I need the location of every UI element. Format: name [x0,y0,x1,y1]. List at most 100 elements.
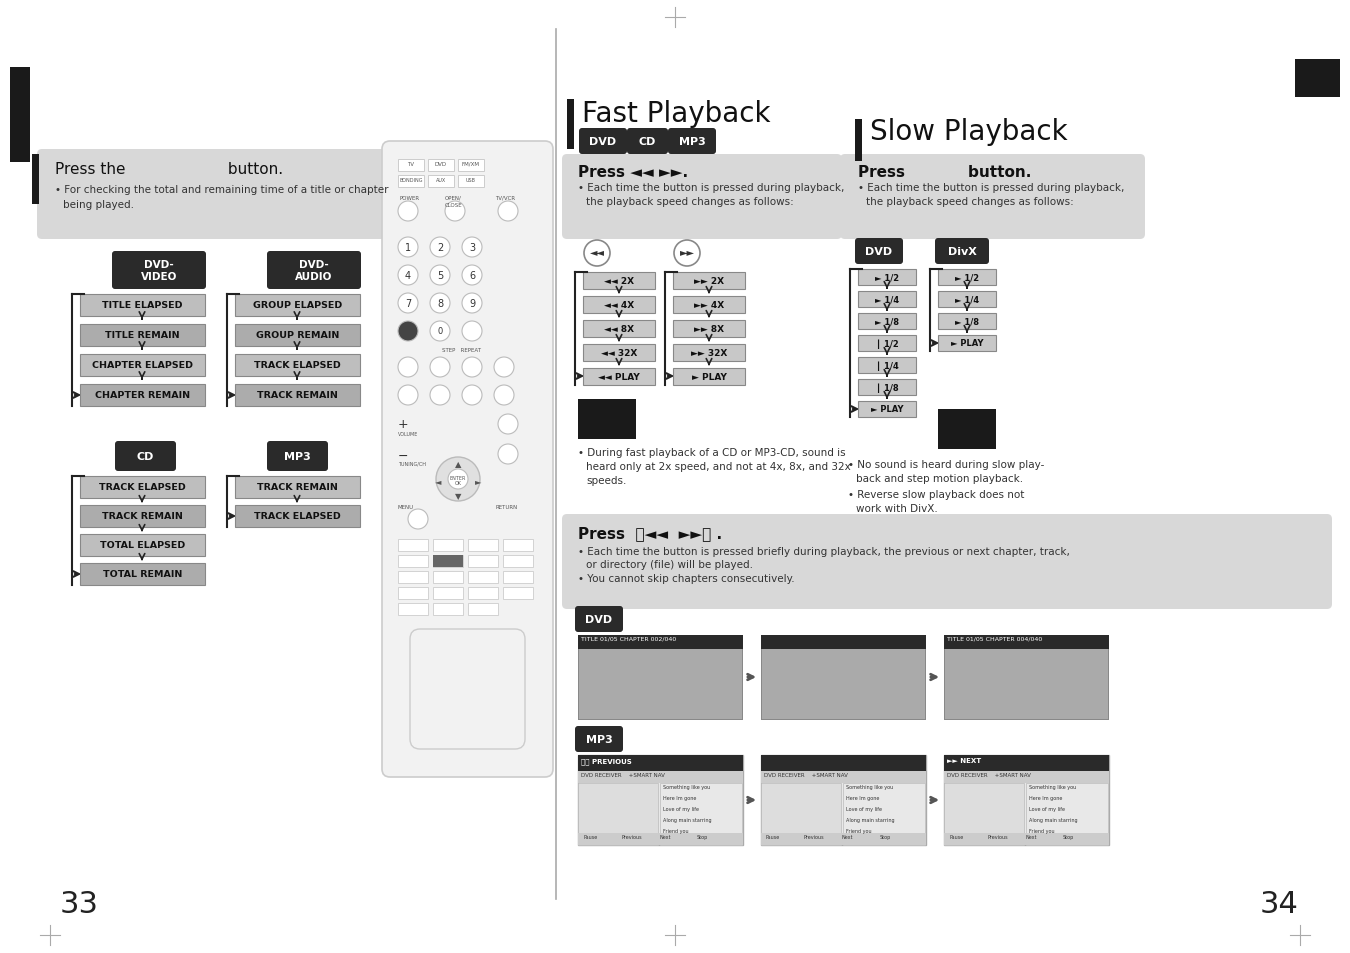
Text: MENU: MENU [398,504,414,510]
Bar [504,587,533,599]
Text: Friend you: Friend you [846,828,872,833]
Bar [859,314,917,330]
Text: Slow Playback: Slow Playback [869,118,1068,146]
Bar [944,755,1108,845]
Bar [504,572,533,583]
Text: Love of my life: Love of my life [1029,806,1065,811]
Text: VOLUME: VOLUME [398,432,418,436]
Text: ◄◄ PLAY: ◄◄ PLAY [598,373,640,381]
Text: ►► NEXT: ►► NEXT [946,758,981,763]
FancyBboxPatch shape [855,239,903,265]
FancyBboxPatch shape [840,154,1145,240]
Bar [578,833,742,845]
Circle shape [674,241,701,267]
Bar [1295,60,1341,98]
Bar [398,572,428,583]
Circle shape [446,202,464,222]
Text: Pause: Pause [949,834,964,840]
Text: TITLE REMAIN: TITLE REMAIN [105,331,180,340]
Text: Press            button.: Press button. [859,165,1031,180]
Text: BONDING: BONDING [400,178,423,183]
Text: ► 1/8: ► 1/8 [954,317,979,326]
Circle shape [431,322,450,341]
Text: DVD: DVD [586,615,613,624]
Circle shape [585,241,610,267]
Bar [945,649,1108,720]
FancyBboxPatch shape [575,726,622,752]
FancyBboxPatch shape [575,606,622,633]
Circle shape [398,266,418,286]
Text: work with DivX.: work with DivX. [856,503,938,514]
Bar [938,270,996,286]
Bar [468,572,498,583]
Bar [468,556,498,567]
Bar [80,385,205,407]
Bar [855,120,863,162]
Text: DVD-
VIDEO: DVD- VIDEO [140,260,177,281]
Bar [235,325,360,347]
Text: ► PLAY: ► PLAY [871,405,903,414]
Text: ► PLAY: ► PLAY [691,373,726,381]
Bar [583,345,655,361]
Text: ► 1/4: ► 1/4 [875,295,899,304]
Text: ◄◄ 4X: ◄◄ 4X [603,301,634,310]
Bar [674,273,745,290]
Circle shape [408,510,428,530]
Text: • Each time the button is pressed briefly during playback, the previous or next : • Each time the button is pressed briefl… [578,546,1069,557]
Text: GROUP REMAIN: GROUP REMAIN [255,331,339,340]
Text: Something like you: Something like you [846,784,894,789]
Circle shape [462,294,482,314]
FancyBboxPatch shape [668,129,716,154]
Bar [938,314,996,330]
Text: DVD RECEIVER    +SMART NAV: DVD RECEIVER +SMART NAV [946,772,1031,778]
Text: DivX: DivX [948,247,976,256]
Text: ►► 4X: ►► 4X [694,301,724,310]
Bar [842,783,925,845]
Bar [761,771,926,783]
Circle shape [494,357,514,377]
Bar [433,556,463,567]
Text: DVD-
AUDIO: DVD- AUDIO [296,260,332,281]
Circle shape [398,294,418,314]
Text: TITLE ELAPSED: TITLE ELAPSED [103,301,182,310]
Text: ◄◄ 2X: ◄◄ 2X [603,276,634,286]
Text: TITLE 01/05 CHAPTER 002/040: TITLE 01/05 CHAPTER 002/040 [580,637,676,641]
Text: 1: 1 [405,243,410,253]
Bar [428,160,454,172]
Text: • You cannot skip chapters consecutively.: • You cannot skip chapters consecutively… [578,574,795,583]
Bar [578,755,742,845]
FancyBboxPatch shape [112,252,207,290]
Text: ▼: ▼ [455,492,462,500]
Text: DVD: DVD [590,137,617,147]
Circle shape [498,415,518,435]
Bar [458,160,485,172]
Bar [458,175,485,188]
Text: Press the                     button.: Press the button. [55,162,284,177]
Text: 5: 5 [437,271,443,281]
Bar [578,636,742,649]
Text: 0: 0 [437,327,443,335]
Text: STEP   REPEAT: STEP REPEAT [441,348,481,353]
Circle shape [498,444,518,464]
FancyBboxPatch shape [36,150,441,240]
Text: ENTER: ENTER [450,476,466,480]
Text: heard only at 2x speed, and not at 4x, 8x, and 32x: heard only at 2x speed, and not at 4x, 8… [586,461,850,472]
Bar [583,296,655,314]
Text: Previous: Previous [621,834,641,840]
Bar [9,68,30,163]
Bar [578,399,636,439]
Text: being played.: being played. [63,200,134,210]
Bar [938,335,996,352]
Text: Here Im gone: Here Im gone [1029,795,1062,801]
Text: 2: 2 [437,243,443,253]
Text: ◄◄ 32X: ◄◄ 32X [601,349,637,357]
Text: ⎮ 1/2: ⎮ 1/2 [876,339,898,349]
Text: TRACK ELAPSED: TRACK ELAPSED [254,361,340,370]
Text: TRACK REMAIN: TRACK REMAIN [256,391,338,400]
FancyBboxPatch shape [267,441,328,472]
Text: 9: 9 [468,298,475,309]
Bar [583,273,655,290]
Text: Here Im gone: Here Im gone [663,795,697,801]
Text: 7: 7 [405,298,412,309]
Text: TV: TV [408,162,414,167]
